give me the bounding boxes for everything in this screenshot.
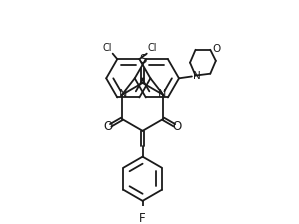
Text: F: F xyxy=(139,212,146,224)
Text: N: N xyxy=(119,89,127,99)
Text: Cl: Cl xyxy=(102,43,112,53)
Text: O: O xyxy=(104,120,113,133)
Text: N: N xyxy=(158,89,167,99)
Text: Cl: Cl xyxy=(148,43,157,53)
Text: N: N xyxy=(193,71,201,82)
Text: S: S xyxy=(139,53,146,66)
Text: O: O xyxy=(172,120,181,133)
Text: O: O xyxy=(212,44,220,54)
